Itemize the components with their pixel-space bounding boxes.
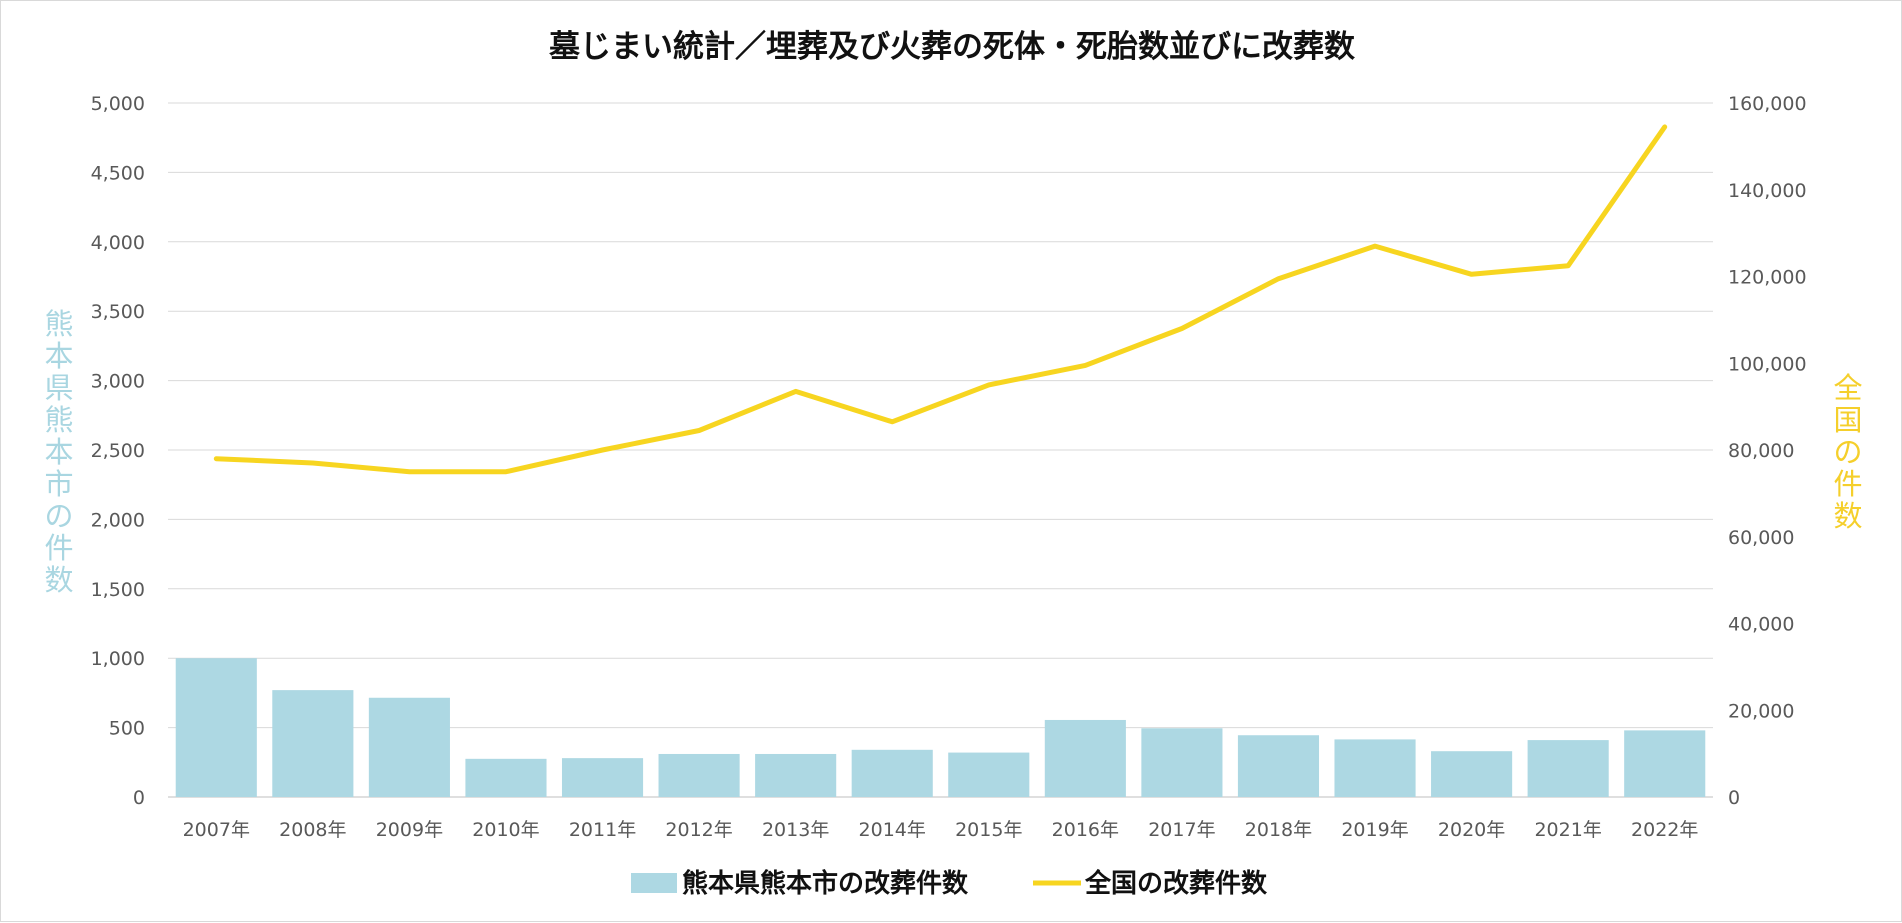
left-tick-label: 0 <box>133 787 145 809</box>
bar <box>948 752 1030 797</box>
line-series <box>213 124 1668 475</box>
x-tick-label: 2021年 <box>1534 819 1601 841</box>
chart-title: 墓じまい統計／埋葬及び火葬の死体・死胎数並びに改葬数 <box>548 29 1355 65</box>
left-tick-label: 1,500 <box>91 579 145 601</box>
x-tick-label: 2013年 <box>762 819 829 841</box>
left-tick-label: 4,000 <box>91 232 145 254</box>
right-tick-label: 0 <box>1728 787 1740 809</box>
bar <box>1624 730 1706 797</box>
bar <box>1044 719 1126 797</box>
legend: 熊本県熊本市の改葬件数 全国の改葬件数 <box>631 868 1268 899</box>
x-tick-label: 2019年 <box>1341 819 1408 841</box>
right-axis-title: 全国の件数 <box>1833 371 1862 533</box>
x-tick-label: 2012年 <box>665 819 732 841</box>
left-tick-label: 5,000 <box>91 93 145 115</box>
left-tick-label: 4,500 <box>91 162 145 184</box>
right-tick-label: 60,000 <box>1728 527 1794 549</box>
right-tick-label: 140,000 <box>1728 180 1807 202</box>
right-tick-label: 160,000 <box>1728 93 1807 115</box>
legend-swatch-bar <box>631 873 677 893</box>
bar-series <box>175 658 1706 797</box>
x-tick-label: 2018年 <box>1245 819 1312 841</box>
bar <box>272 690 354 797</box>
left-axis-title: 熊本県熊本市の件数 <box>44 307 73 597</box>
right-tick-label: 40,000 <box>1728 614 1794 636</box>
left-tick-label: 2,000 <box>91 509 145 531</box>
right-axis-title-text: 全国の件数 <box>1833 371 1862 533</box>
x-tick-label: 2022年 <box>1631 819 1698 841</box>
gridlines <box>168 102 1713 798</box>
bar <box>1237 735 1320 797</box>
x-tick-label: 2011年 <box>569 819 636 841</box>
bar <box>658 753 740 797</box>
left-axis-title-text: 熊本県熊本市の件数 <box>44 307 73 597</box>
x-tick-label: 2008年 <box>279 819 346 841</box>
bar <box>1431 751 1513 797</box>
x-tick-label: 2007年 <box>183 819 250 841</box>
bar <box>851 749 933 797</box>
x-axis-ticks: 2007年 2008年 2009年 2010年 2011年 2012年 2013年 2014年… <box>183 819 1699 841</box>
x-tick-label: 2020年 <box>1438 819 1505 841</box>
right-tick-label: 20,000 <box>1728 700 1794 722</box>
left-axis-ticks: 0 500 1,000 1,500 2,000 2,500 3,000 3,500 4,000 4… <box>91 93 145 809</box>
right-tick-label: 80,000 <box>1728 440 1794 462</box>
x-tick-label: 2009年 <box>376 819 443 841</box>
left-tick-label: 1,000 <box>91 648 145 670</box>
x-tick-label: 2017年 <box>1148 819 1215 841</box>
right-tick-label: 120,000 <box>1728 267 1807 289</box>
x-tick-label: 2014年 <box>859 819 926 841</box>
series-line <box>213 124 1668 475</box>
bar <box>755 753 837 797</box>
legend-label-bar: 熊本県熊本市の改葬件数 <box>682 868 969 899</box>
left-tick-label: 2,500 <box>91 440 145 462</box>
left-tick-label: 3,500 <box>91 301 145 323</box>
x-tick-label: 2015年 <box>955 819 1022 841</box>
bar <box>1527 740 1609 797</box>
bar <box>368 697 450 797</box>
left-tick-label: 500 <box>109 718 145 740</box>
bar <box>465 758 547 797</box>
bar <box>1334 739 1416 797</box>
left-tick-label: 3,000 <box>91 371 145 393</box>
right-axis-ticks: 0 20,000 40,000 60,000 80,000 100,000 120,000 1… <box>1728 93 1807 809</box>
x-tick-label: 2010年 <box>472 819 539 841</box>
bar <box>1141 728 1223 797</box>
bar <box>175 658 257 797</box>
legend-label-line: 全国の改葬件数 <box>1084 868 1268 899</box>
bar <box>561 758 644 797</box>
x-tick-label: 2016年 <box>1052 819 1119 841</box>
right-tick-label: 100,000 <box>1728 353 1807 375</box>
